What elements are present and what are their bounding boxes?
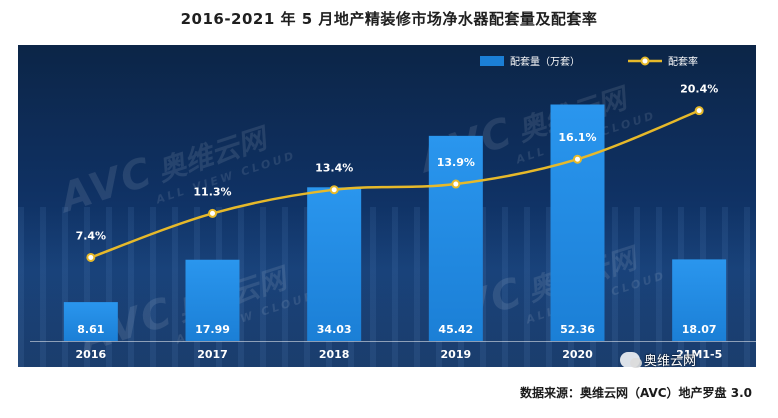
chart-title: 2016-2021 年 5 月地产精装修市场净水器配套量及配套率: [180, 10, 598, 28]
wechat-label: 奥维云网: [644, 354, 697, 369]
chart-panel: AVC奥维云网 ALL VIEW CLOUD AVC奥维云网 ALL VIEW …: [18, 45, 756, 367]
line-value-label: 13.4%: [315, 162, 353, 175]
line-value-label: 11.3%: [193, 185, 231, 198]
bar-value-label: 34.03: [317, 323, 352, 336]
line-value-label: 16.1%: [558, 131, 596, 144]
line-point-2020: [573, 154, 582, 164]
line-value-label: 13.9%: [437, 156, 475, 169]
x-tick-label: 2017: [197, 348, 228, 361]
line-point-21M1-5: [694, 106, 704, 116]
bar-value-label: 52.36: [560, 323, 595, 336]
x-tick-label: 2018: [319, 348, 350, 361]
x-tick-label: 2019: [441, 348, 472, 361]
bar-2020: [550, 104, 605, 342]
x-tick-label: 21M1-5: [676, 348, 722, 361]
bar-value-label: 45.42: [438, 323, 473, 336]
x-tick-label: 2020: [562, 348, 593, 361]
x-tick-label: 2016: [76, 348, 107, 361]
bar-value-label: 8.61: [77, 323, 104, 336]
source-note: 数据来源：奥维云网（AVC）地产罗盘 3.0: [519, 386, 752, 400]
legend-marker-line: [640, 56, 650, 66]
wechat-icon: [620, 351, 642, 368]
bar-2019: [428, 135, 483, 341]
bar-21M1-5: [672, 259, 727, 341]
line-point-2016: [86, 252, 96, 262]
legend-label-line: 配套率: [668, 55, 698, 68]
line-point-2018: [329, 185, 339, 195]
bar-2017: [185, 259, 240, 341]
wechat-badge: 奥维云网: [620, 350, 696, 369]
series-line-rate: [90, 109, 700, 259]
legend-label-bar: 配套量（万套）: [510, 55, 580, 68]
line-point-2019: [451, 179, 461, 189]
line-value-label: 7.4%: [76, 229, 107, 242]
legend-swatch-bar: [480, 56, 504, 66]
bar-value-label: 18.07: [682, 323, 717, 336]
line-value-label: 20.4%: [680, 83, 718, 96]
line-point-2017: [208, 208, 217, 218]
bar-2016: [63, 302, 118, 341]
bar-value-label: 17.99: [195, 323, 230, 336]
bar-2018: [307, 187, 362, 341]
